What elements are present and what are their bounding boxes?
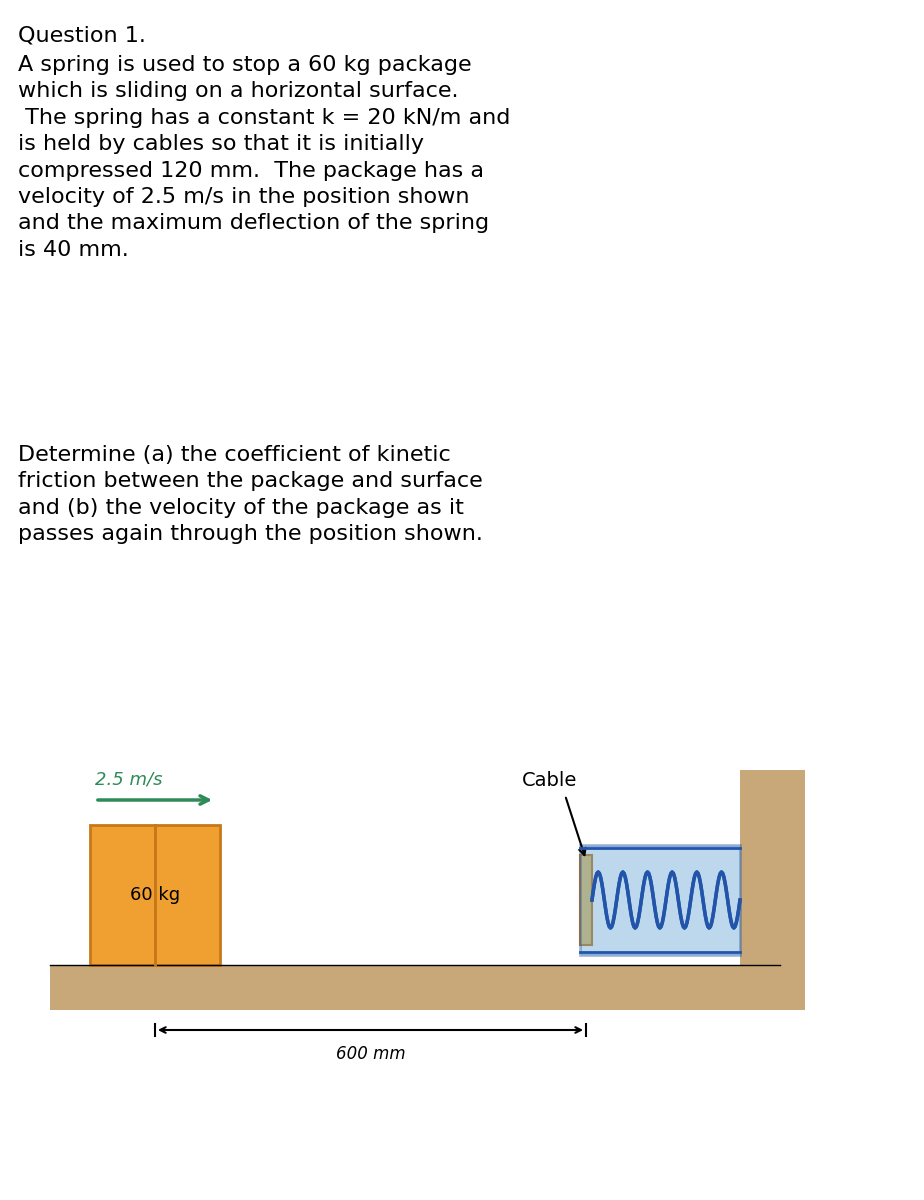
Text: Cable: Cable — [522, 772, 578, 790]
Bar — [50, 965, 780, 1010]
Text: Determine (a) the coefficient of kinetic
friction between the package and surfac: Determine (a) the coefficient of kinetic… — [18, 445, 483, 545]
Text: 60 kg: 60 kg — [130, 886, 180, 904]
Bar — [90, 826, 155, 965]
Bar — [740, 770, 805, 1010]
Bar — [580, 845, 740, 955]
Text: Question 1.: Question 1. — [18, 25, 146, 44]
Text: 2.5 m/s: 2.5 m/s — [95, 770, 163, 788]
Text: A spring is used to stop a 60 kg package
which is sliding on a horizontal surfac: A spring is used to stop a 60 kg package… — [18, 55, 510, 259]
Bar — [155, 826, 220, 965]
Bar — [580, 854, 592, 946]
Text: 600 mm: 600 mm — [335, 1045, 406, 1063]
